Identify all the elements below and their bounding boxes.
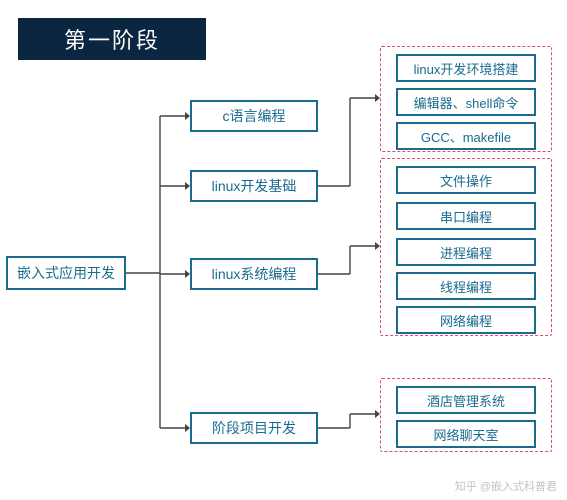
- leaf-g2-3: 线程编程: [396, 272, 536, 300]
- leaf-g2-1-label: 串口编程: [440, 207, 492, 226]
- phase-title-text: 第一阶段: [64, 23, 160, 55]
- mid-linux-dev-label: linux开发基础: [212, 176, 297, 196]
- leaf-g3-0: 酒店管理系统: [396, 386, 536, 414]
- mid-linux-sys-label: linux系统编程: [212, 264, 297, 284]
- mid-linux-dev: linux开发基础: [190, 170, 318, 202]
- leaf-g2-2: 进程编程: [396, 238, 536, 266]
- leaf-g1-2-label: GCC、makefile: [421, 127, 511, 146]
- leaf-g3-1-label: 网络聊天室: [433, 425, 498, 444]
- leaf-g1-0-label: linux开发环境搭建: [414, 59, 519, 78]
- leaf-g2-1: 串口编程: [396, 202, 536, 230]
- root-node-label: 嵌入式应用开发: [17, 263, 115, 283]
- mid-project: 阶段项目开发: [190, 412, 318, 444]
- mid-project-label: 阶段项目开发: [212, 418, 296, 438]
- leaf-g3-1: 网络聊天室: [396, 420, 536, 448]
- watermark: 知乎 @嵌入式科普君: [455, 478, 557, 494]
- mid-linux-sys: linux系统编程: [190, 258, 318, 290]
- mid-c-lang: c语言编程: [190, 100, 318, 132]
- leaf-g1-0: linux开发环境搭建: [396, 54, 536, 82]
- leaf-g1-1: 编辑器、shell命令: [396, 88, 536, 116]
- leaf-g1-2: GCC、makefile: [396, 122, 536, 150]
- leaf-g2-3-label: 线程编程: [440, 277, 492, 296]
- leaf-g2-0: 文件操作: [396, 166, 536, 194]
- leaf-g2-2-label: 进程编程: [440, 243, 492, 262]
- leaf-g1-1-label: 编辑器、shell命令: [414, 93, 519, 112]
- leaf-g2-0-label: 文件操作: [440, 171, 492, 190]
- leaf-g2-4: 网络编程: [396, 306, 536, 334]
- root-node: 嵌入式应用开发: [6, 256, 126, 290]
- leaf-g2-4-label: 网络编程: [440, 311, 492, 330]
- leaf-g3-0-label: 酒店管理系统: [427, 391, 505, 410]
- mid-c-lang-label: c语言编程: [223, 106, 286, 126]
- phase-title: 第一阶段: [18, 18, 206, 60]
